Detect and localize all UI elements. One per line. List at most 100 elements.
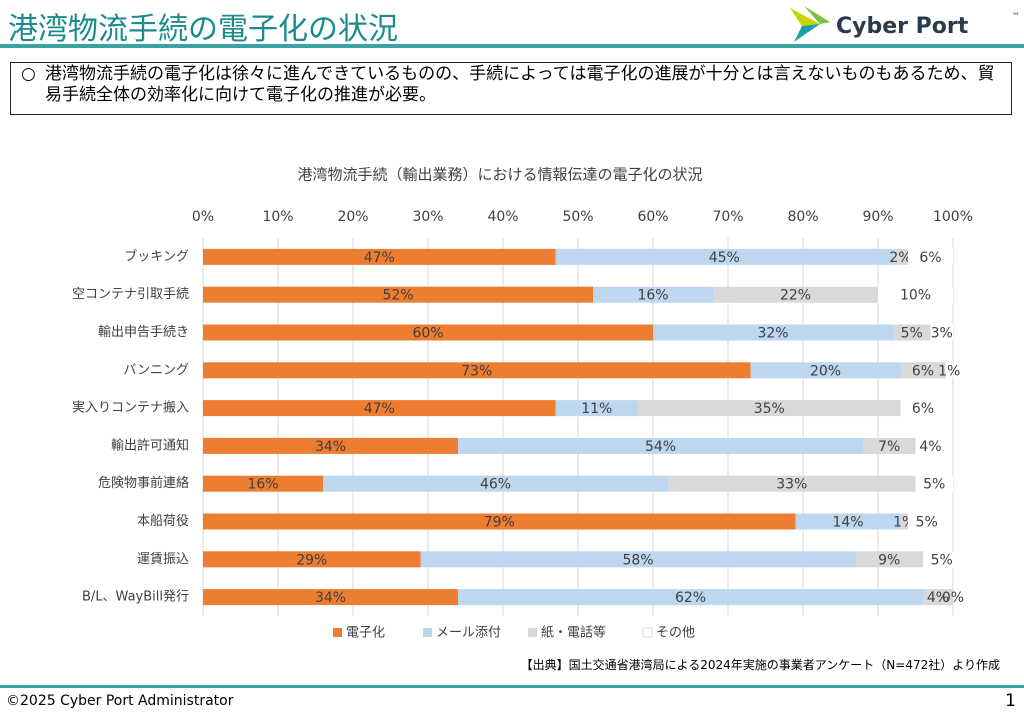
- x-tick-label: 40%: [487, 209, 518, 225]
- data-label: 46%: [480, 477, 511, 493]
- page-number: 1: [1005, 691, 1016, 711]
- source: 【出典】国土交通省港湾局による2024年実施の事業者アンケート（N=472社）よ…: [520, 658, 1000, 672]
- data-label: 29%: [296, 552, 327, 568]
- bar-segment: [458, 589, 923, 606]
- y-tick-label: 本船荷役: [137, 514, 189, 529]
- bar-segment: [203, 324, 653, 341]
- bar-segment: [203, 362, 751, 379]
- data-label: 58%: [622, 552, 653, 568]
- legend-label: 紙・電話等: [541, 625, 606, 641]
- logo-mark: ™: [1012, 12, 1020, 21]
- data-label: 34%: [315, 590, 346, 606]
- data-label: 16%: [637, 288, 668, 304]
- data-label: 79%: [484, 515, 515, 531]
- data-label: 5%: [931, 552, 953, 568]
- x-tick-label: 30%: [412, 209, 443, 225]
- data-label: 62%: [675, 590, 706, 606]
- bar-segment: [203, 589, 458, 606]
- bar-segment: [668, 475, 916, 492]
- logo-text: Cyber Port: [836, 14, 969, 39]
- bar-segment: [203, 475, 323, 492]
- bar-segment: [203, 437, 458, 454]
- bar-segment: [555, 400, 638, 417]
- data-label: 5%: [923, 477, 945, 493]
- legend-swatch: [642, 627, 653, 638]
- bar-segment: [795, 513, 901, 530]
- logo: Cyber Port ™: [790, 6, 1020, 42]
- data-label: 22%: [780, 288, 811, 304]
- data-label: 33%: [776, 477, 807, 493]
- bar-segment: [923, 551, 961, 568]
- bar-segment: [915, 437, 946, 454]
- data-label: 52%: [382, 288, 413, 304]
- summary-box: ○ 港湾物流手続の電子化は徐々に進んできているものの、手続によっては電子化の進展…: [10, 62, 1012, 115]
- legend-swatch: [423, 628, 432, 637]
- data-label: 6%: [912, 363, 934, 379]
- bar-segment: [908, 248, 953, 265]
- legend-label: メール添付: [436, 626, 501, 641]
- bar-segment: [915, 475, 953, 492]
- x-tick-label: 0%: [192, 209, 214, 225]
- data-label: 9%: [878, 552, 900, 568]
- footer-rule: [0, 685, 1024, 688]
- data-label: 10%: [900, 288, 931, 304]
- bar-segment: [203, 400, 556, 417]
- data-label: 6%: [919, 250, 941, 266]
- x-tick-label: 70%: [712, 209, 743, 225]
- legend-label: その他: [656, 626, 695, 641]
- y-tick-label: バンニング: [123, 363, 189, 378]
- bar-segment: [945, 362, 953, 379]
- slide-title: 港湾物流手続の電子化の状況: [8, 12, 398, 47]
- data-label: 7%: [878, 439, 900, 455]
- data-label: 0%: [942, 590, 964, 606]
- data-label: 5%: [916, 515, 938, 531]
- x-tick-label: 20%: [337, 209, 368, 225]
- x-tick-label: 90%: [862, 209, 893, 225]
- data-label: 47%: [364, 250, 395, 266]
- bar-segment: [878, 286, 953, 303]
- header-rule: [0, 44, 1024, 48]
- bar-segment: [900, 513, 908, 530]
- bar-segment: [203, 286, 593, 303]
- bar-segment: [323, 475, 668, 492]
- logo-shape: [794, 24, 820, 42]
- bar-segment: [900, 400, 946, 417]
- bar-segment: [930, 324, 953, 341]
- bar-segment: [203, 248, 556, 265]
- legend-swatch: [333, 628, 342, 637]
- data-label: 5%: [901, 326, 923, 342]
- data-label: 4%: [919, 439, 941, 455]
- bar-segment: [863, 437, 916, 454]
- x-tick-label: 60%: [637, 209, 668, 225]
- legend-swatch: [528, 628, 537, 637]
- bar-segment: [900, 362, 946, 379]
- bar-segment: [893, 248, 908, 265]
- y-tick-label: 実入りコンテナ搬入: [72, 400, 189, 416]
- bullet: ○: [21, 64, 36, 84]
- bar-segment: [923, 589, 953, 606]
- data-label: 54%: [645, 439, 676, 455]
- bar-segment: [653, 324, 893, 341]
- x-tick-label: 50%: [562, 209, 593, 225]
- data-label: 32%: [757, 326, 788, 342]
- x-tick-label: 100%: [933, 209, 973, 225]
- logo-shape: [790, 8, 820, 26]
- y-tick-label: B/L、WayBill発行: [82, 590, 189, 605]
- data-label: 3%: [931, 326, 953, 342]
- data-label: 20%: [810, 363, 841, 379]
- data-label: 47%: [364, 401, 395, 417]
- data-label: 14%: [832, 515, 863, 531]
- data-label: 11%: [581, 401, 612, 417]
- summary-text: 港湾物流手続の電子化は徐々に進んできているものの、手続によっては電子化の進展が十…: [45, 64, 995, 105]
- bar-segment: [908, 513, 946, 530]
- logo-shape: [804, 6, 830, 24]
- y-tick-label: 危険物事前連絡: [98, 475, 189, 491]
- data-label: 35%: [754, 401, 785, 417]
- bar-segment: [855, 551, 923, 568]
- data-label: 2%: [889, 250, 911, 266]
- data-label: 60%: [412, 326, 443, 342]
- y-tick-label: 空コンテナ引取手続: [72, 287, 189, 302]
- y-tick-label: ブッキング: [124, 248, 189, 264]
- bar-segment: [458, 437, 863, 454]
